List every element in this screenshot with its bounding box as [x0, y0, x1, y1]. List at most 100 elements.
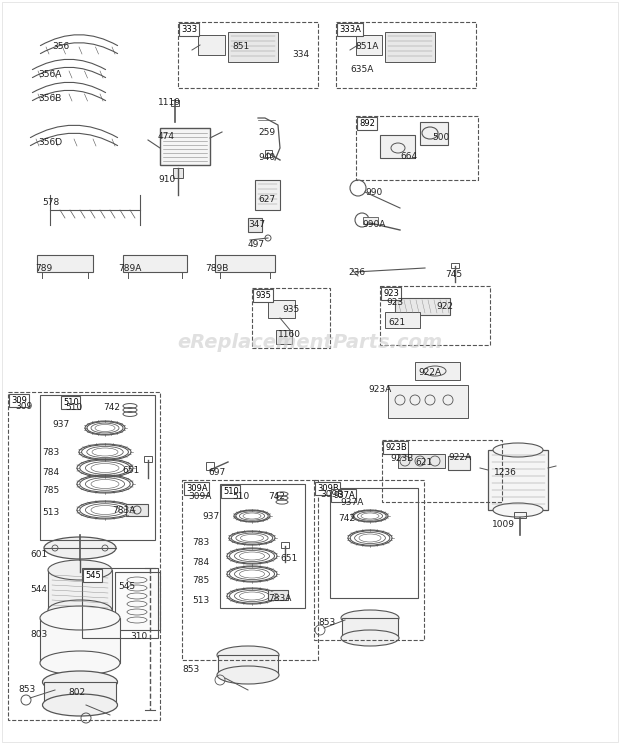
- Text: 745: 745: [445, 270, 462, 279]
- Text: 333: 333: [181, 25, 197, 34]
- Text: 784: 784: [42, 468, 59, 477]
- Text: 923B: 923B: [385, 443, 407, 452]
- Text: 783A: 783A: [268, 594, 291, 603]
- Text: 789A: 789A: [118, 264, 141, 273]
- Bar: [248, 218, 262, 232]
- Text: 742: 742: [268, 492, 285, 501]
- Bar: [268, 590, 288, 600]
- Text: 783: 783: [192, 538, 210, 547]
- Ellipse shape: [48, 600, 112, 620]
- Bar: [281, 542, 289, 548]
- Bar: [514, 512, 526, 518]
- Text: 545: 545: [118, 582, 135, 591]
- Bar: [82, 568, 158, 638]
- Bar: [420, 122, 448, 145]
- Text: 309B: 309B: [320, 490, 343, 499]
- Text: 621: 621: [415, 458, 432, 467]
- Text: 937A: 937A: [340, 498, 363, 507]
- Ellipse shape: [493, 443, 543, 457]
- Text: 853: 853: [318, 618, 335, 627]
- Text: 923: 923: [383, 289, 399, 298]
- Bar: [182, 480, 318, 660]
- Bar: [276, 330, 292, 344]
- Text: 651: 651: [122, 466, 140, 475]
- Bar: [8, 392, 160, 720]
- Bar: [380, 135, 415, 158]
- Text: 937A: 937A: [333, 491, 355, 500]
- Text: 783A: 783A: [112, 506, 135, 515]
- Ellipse shape: [43, 694, 118, 716]
- Bar: [380, 286, 490, 345]
- Text: eReplacementParts.com: eReplacementParts.com: [177, 333, 443, 351]
- Bar: [48, 570, 112, 610]
- Text: 935: 935: [255, 291, 271, 300]
- Bar: [40, 618, 120, 663]
- Text: 789: 789: [35, 264, 52, 273]
- Text: 627: 627: [258, 195, 275, 204]
- Ellipse shape: [341, 610, 399, 626]
- Bar: [37, 255, 93, 272]
- Bar: [385, 312, 420, 328]
- Ellipse shape: [44, 537, 116, 559]
- Bar: [330, 488, 418, 598]
- Text: 851A: 851A: [355, 42, 378, 51]
- Text: 785: 785: [192, 576, 210, 585]
- Bar: [173, 168, 183, 178]
- Text: 664: 664: [400, 152, 417, 161]
- Text: 356B: 356B: [38, 94, 61, 103]
- Bar: [126, 504, 148, 516]
- Text: 922A: 922A: [418, 368, 441, 377]
- Text: 621: 621: [388, 318, 405, 327]
- Text: 310: 310: [130, 632, 148, 641]
- Bar: [451, 263, 459, 268]
- Text: 697: 697: [208, 468, 225, 477]
- Text: 923A: 923A: [368, 385, 391, 394]
- Text: 578: 578: [42, 198, 60, 207]
- Bar: [336, 22, 476, 88]
- Bar: [398, 454, 445, 468]
- Bar: [488, 450, 548, 510]
- Text: 545: 545: [85, 571, 100, 580]
- Ellipse shape: [40, 651, 120, 675]
- Text: 789B: 789B: [205, 264, 228, 273]
- Text: 923B: 923B: [390, 454, 414, 463]
- Text: 356: 356: [52, 42, 69, 51]
- Text: 1160: 1160: [278, 330, 301, 339]
- Bar: [252, 288, 330, 348]
- Bar: [268, 300, 295, 318]
- Text: 922A: 922A: [448, 453, 471, 462]
- Bar: [40, 395, 155, 540]
- Text: 474: 474: [158, 132, 175, 141]
- Bar: [206, 462, 214, 470]
- Text: 853: 853: [18, 685, 35, 694]
- Text: 510: 510: [223, 487, 239, 496]
- Text: 922: 922: [436, 302, 453, 311]
- Text: 309: 309: [15, 402, 32, 411]
- Text: 1009: 1009: [492, 520, 515, 529]
- Text: 937: 937: [52, 420, 69, 429]
- Text: 785: 785: [42, 486, 60, 495]
- Bar: [144, 456, 152, 462]
- Bar: [171, 100, 179, 106]
- Bar: [123, 255, 187, 272]
- Ellipse shape: [48, 560, 112, 580]
- Bar: [198, 35, 225, 55]
- Text: 990A: 990A: [362, 220, 386, 229]
- Ellipse shape: [493, 503, 543, 517]
- Text: 259: 259: [258, 128, 275, 137]
- Text: 309B: 309B: [317, 484, 339, 493]
- Text: 333A: 333A: [339, 25, 361, 34]
- Ellipse shape: [217, 666, 279, 684]
- Ellipse shape: [217, 646, 279, 664]
- Text: 601: 601: [30, 550, 47, 559]
- Text: 513: 513: [42, 508, 60, 517]
- Bar: [220, 484, 305, 608]
- Bar: [356, 35, 382, 55]
- Text: 356D: 356D: [38, 138, 62, 147]
- Text: 802: 802: [68, 688, 85, 697]
- Text: 236: 236: [348, 268, 365, 277]
- Text: 356A: 356A: [38, 70, 61, 79]
- Text: 309A: 309A: [186, 484, 208, 493]
- Text: 510: 510: [63, 398, 79, 407]
- Ellipse shape: [43, 671, 118, 693]
